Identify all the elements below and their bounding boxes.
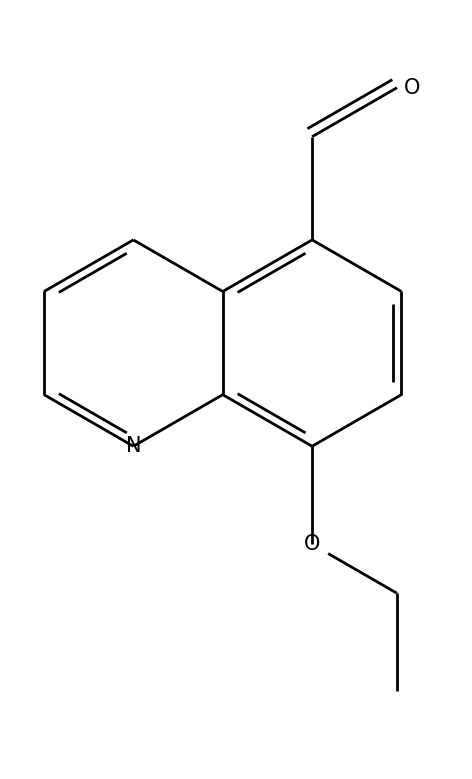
- Text: O: O: [304, 534, 320, 555]
- Text: O: O: [404, 78, 421, 97]
- Text: N: N: [126, 436, 141, 456]
